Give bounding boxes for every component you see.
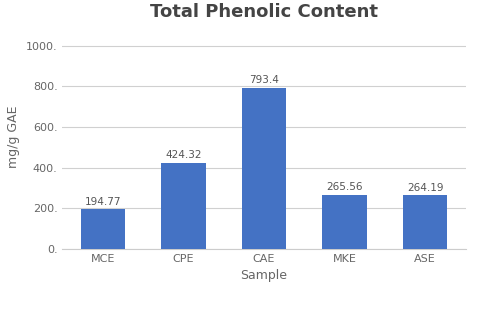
- Title: Total Phenolic Content: Total Phenolic Content: [150, 3, 378, 21]
- Text: 264.19: 264.19: [407, 183, 444, 193]
- Text: 793.4: 793.4: [249, 75, 279, 85]
- Bar: [81, 209, 125, 249]
- Bar: [403, 195, 447, 249]
- Text: 194.77: 194.77: [84, 197, 121, 207]
- Text: 424.32: 424.32: [165, 150, 202, 160]
- Y-axis label: mg/g GAE: mg/g GAE: [7, 106, 20, 168]
- Bar: [161, 163, 205, 249]
- Bar: [242, 88, 286, 249]
- X-axis label: Sample: Sample: [240, 269, 288, 282]
- Bar: [323, 195, 367, 249]
- Text: 265.56: 265.56: [326, 182, 363, 192]
